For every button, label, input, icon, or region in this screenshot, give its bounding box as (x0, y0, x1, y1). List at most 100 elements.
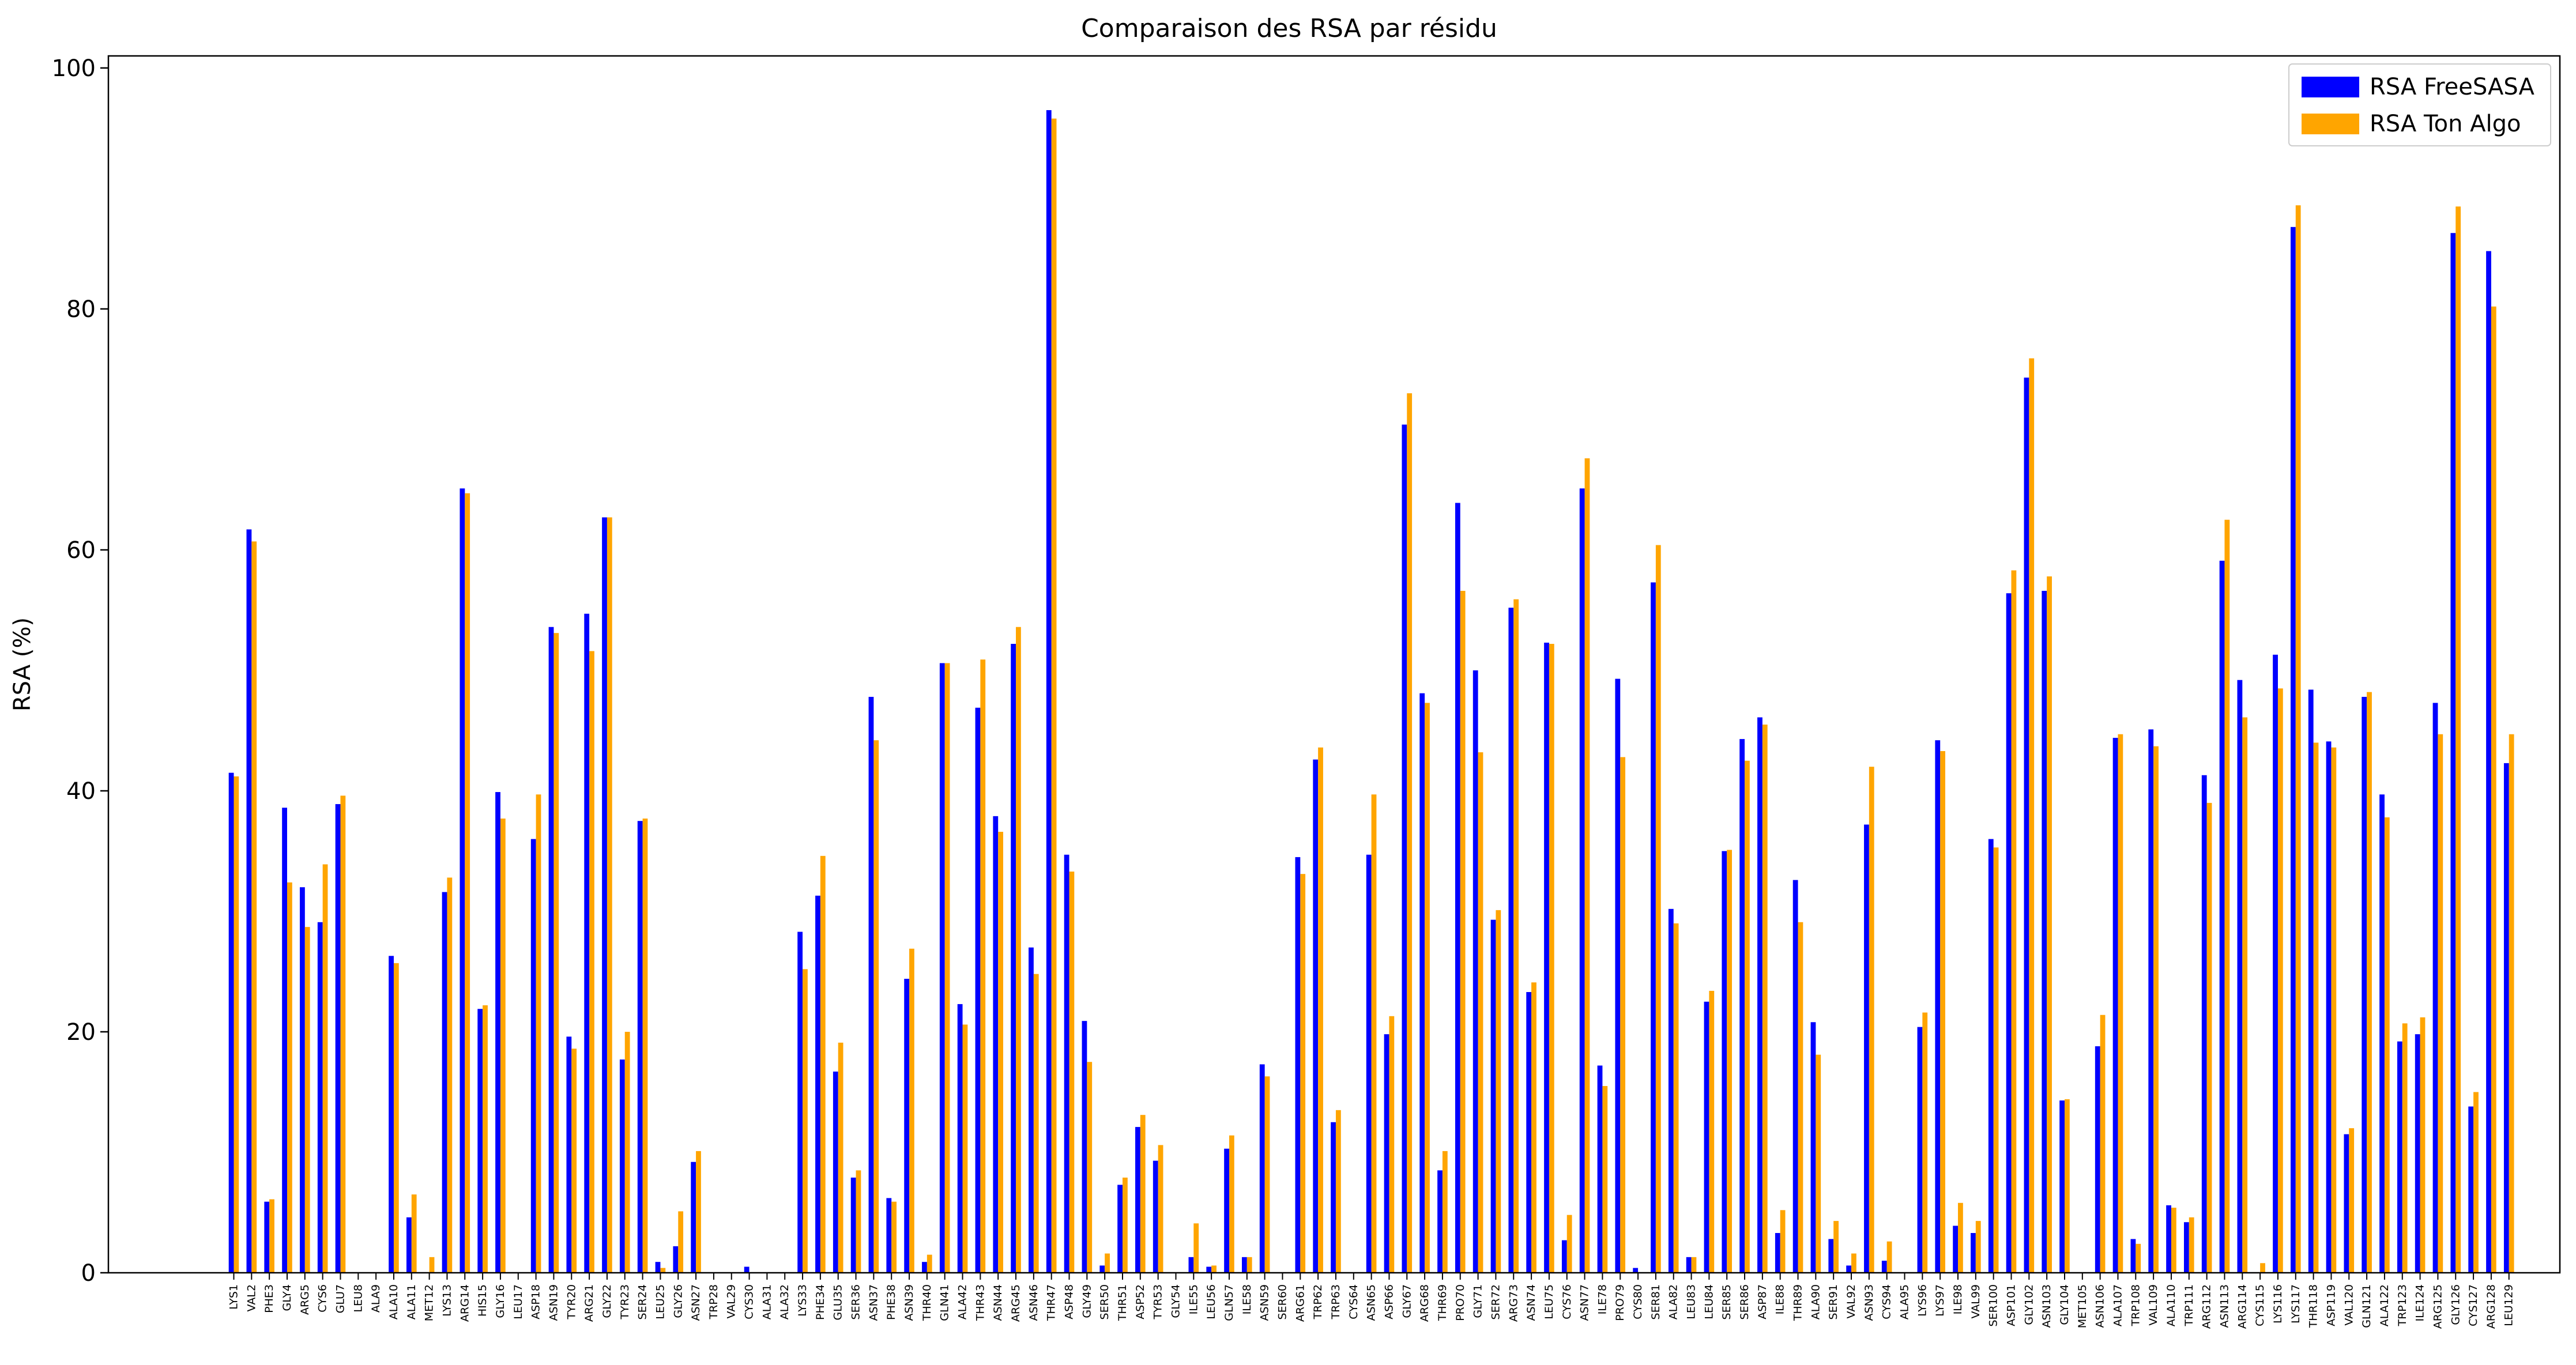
bar-freesasa (2006, 593, 2012, 1273)
x-tick-label: ASN39 (903, 1284, 916, 1321)
bar-algo (2277, 688, 2283, 1273)
bar-algo (1816, 1054, 1821, 1273)
x-tick-label: ASN103 (2040, 1284, 2053, 1328)
bar-freesasa (673, 1246, 679, 1273)
bar-algo (2136, 1243, 2141, 1273)
x-tick-label: GLY126 (2449, 1284, 2462, 1325)
x-tick-label: ALA31 (760, 1284, 773, 1319)
x-tick-label: GLY22 (601, 1284, 613, 1318)
bar-freesasa (1739, 739, 1745, 1273)
bar-freesasa (1188, 1257, 1194, 1273)
bar-freesasa (797, 932, 803, 1273)
bar-algo (962, 1024, 968, 1273)
x-tick-label: ARG125 (2431, 1284, 2444, 1329)
bar-freesasa (1099, 1265, 1105, 1273)
x-tick-label: SER81 (1649, 1284, 1662, 1319)
x-tick-label: ALA107 (2111, 1284, 2124, 1326)
bar-algo (2206, 802, 2212, 1273)
x-tick-label: ALA10 (387, 1284, 400, 1319)
x-tick-label: GLN57 (1223, 1284, 1236, 1321)
x-tick-label: ASP87 (1756, 1284, 1769, 1319)
bar-algo (1246, 1257, 1252, 1273)
bar-algo (1425, 703, 1430, 1273)
bar-freesasa (1508, 608, 1514, 1273)
bar-freesasa (1490, 919, 1496, 1273)
bar-algo (447, 877, 453, 1273)
bar-freesasa (1313, 759, 1319, 1273)
bar-freesasa (2273, 654, 2278, 1273)
bar-algo (465, 493, 470, 1273)
bar-freesasa (495, 792, 500, 1273)
bar-freesasa (317, 922, 323, 1273)
x-tick-label: ASN65 (1365, 1284, 1378, 1321)
x-tick-label: CYS94 (1881, 1284, 1893, 1319)
bar-freesasa (2130, 1239, 2136, 1273)
bar-freesasa (1633, 1268, 1639, 1273)
x-tick-label: CYS64 (1347, 1284, 1360, 1319)
x-tick-label: ARG21 (583, 1284, 596, 1322)
bar-algo (2402, 1023, 2408, 1273)
y-tick-label: 60 (66, 537, 96, 564)
x-tick-label: THR47 (1045, 1284, 1058, 1321)
bar-algo (304, 927, 310, 1273)
legend-entries: RSA FreeSASA RSA Ton Algo (2302, 74, 2535, 137)
bar-algo (287, 882, 292, 1273)
x-tick-label: CYS127 (2467, 1284, 2480, 1326)
bar-freesasa (1472, 670, 1478, 1273)
bar-algo (1566, 1215, 1572, 1273)
x-tick-label: LEU56 (1205, 1284, 1218, 1319)
bar-freesasa (2184, 1222, 2189, 1273)
bar-algo (1869, 767, 1874, 1273)
x-tick-label: ALA11 (405, 1284, 418, 1319)
y-tick-label: 0 (81, 1260, 96, 1287)
x-tick-label: SER60 (1276, 1284, 1289, 1319)
x-tick-label: THR43 (974, 1284, 986, 1321)
bar-algo (607, 517, 612, 1273)
x-tick-label: ALA9 (370, 1284, 382, 1313)
bar-algo (1993, 847, 1999, 1273)
bar-freesasa (548, 627, 554, 1273)
bar-algo (269, 1199, 274, 1273)
x-tick-label: LYS97 (1934, 1284, 1946, 1317)
bar-freesasa (1224, 1148, 1229, 1273)
bar-freesasa (1775, 1233, 1780, 1273)
bar-algo (500, 819, 506, 1273)
bar-algo (1460, 591, 1466, 1273)
x-tick-label: LYS33 (796, 1284, 809, 1317)
bar-algo (2438, 734, 2443, 1273)
x-tick-label: ALA110 (2165, 1284, 2178, 1326)
bar-algo (1975, 1221, 1981, 1273)
x-tick-label: VAL99 (1969, 1284, 1982, 1319)
bar-algo (1762, 725, 1768, 1273)
x-tick-label: ALA122 (2378, 1284, 2391, 1326)
y-tick-label: 20 (66, 1019, 96, 1046)
bar-algo (2260, 1263, 2265, 1273)
bar-freesasa (637, 821, 643, 1273)
bar-freesasa (602, 517, 607, 1273)
x-tick-label: ASP52 (1134, 1284, 1147, 1319)
bar-algo (2011, 570, 2017, 1273)
bar-freesasa (1455, 503, 1460, 1273)
bar-algo (696, 1151, 701, 1273)
bar-freesasa (1295, 857, 1301, 1273)
bar-freesasa (904, 979, 910, 1273)
bar-freesasa (2095, 1046, 2100, 1273)
x-tick-label: ARG128 (2485, 1284, 2498, 1329)
bar-algo (411, 1194, 417, 1273)
bar-freesasa (1526, 992, 1532, 1273)
bar-algo (2153, 746, 2159, 1273)
bar-freesasa (886, 1198, 892, 1273)
x-tick-label: CYS30 (743, 1284, 756, 1319)
bar-freesasa (1971, 1233, 1976, 1273)
bar-algo (1105, 1253, 1110, 1273)
bar-algo (429, 1257, 435, 1273)
bar-freesasa (691, 1162, 696, 1273)
bar-freesasa (584, 613, 590, 1273)
bar-algo (2367, 692, 2372, 1273)
x-tick-label: TRP62 (1312, 1284, 1324, 1319)
bar-algo (1780, 1210, 1786, 1273)
bar-algo (1673, 923, 1679, 1273)
bar-freesasa (2362, 696, 2367, 1273)
x-tick-label: SER86 (1738, 1284, 1751, 1319)
bar-freesasa (442, 892, 447, 1273)
